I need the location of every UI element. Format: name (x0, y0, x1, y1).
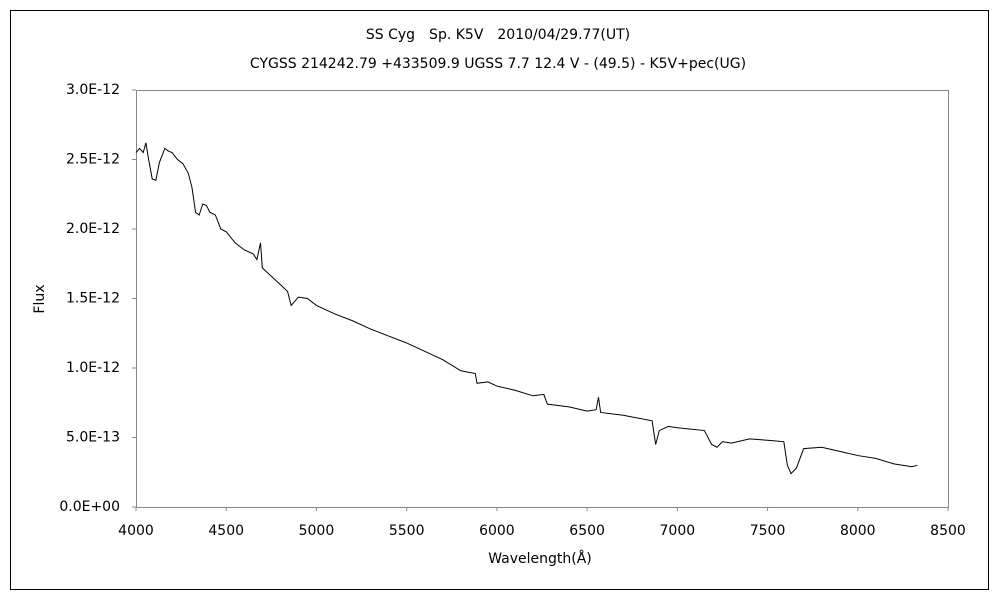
chart-title: SS Cyg Sp. K5V 2010/04/29.77(UT) (366, 27, 630, 43)
x-tick-label: 6000 (479, 523, 515, 539)
y-tick-label: 3.0E-12 (66, 82, 120, 98)
x-tick-label: 5500 (389, 523, 425, 539)
spectrum-line (135, 142, 918, 475)
x-tick-label: 8000 (840, 523, 876, 539)
y-tick-label: 2.5E-12 (66, 152, 120, 168)
x-tick-label: 4000 (118, 523, 154, 539)
plot-frame (136, 90, 949, 508)
x-axis-label: Wavelength(Å) (488, 550, 592, 567)
y-axis-label: Flux (32, 284, 48, 313)
y-tick-label: 0.0E+00 (59, 499, 120, 515)
x-tick-label: 6500 (569, 523, 605, 539)
outer-frame (10, 10, 989, 590)
y-tick-label: 2.0E-12 (66, 221, 120, 237)
y-tick-label: 5.0E-13 (66, 430, 120, 446)
chart-subtitle: CYGSS 214242.79 +433509.9 UGSS 7.7 12.4 … (250, 56, 746, 72)
y-tick-label: 1.0E-12 (66, 360, 120, 376)
y-tick-label: 1.5E-12 (66, 291, 120, 307)
x-tick-label: 7500 (750, 523, 786, 539)
x-tick-label: 5000 (299, 523, 335, 539)
x-tick-label: 7000 (660, 523, 696, 539)
x-tick-label: 8500 (930, 523, 966, 539)
x-tick-label: 4500 (208, 523, 244, 539)
